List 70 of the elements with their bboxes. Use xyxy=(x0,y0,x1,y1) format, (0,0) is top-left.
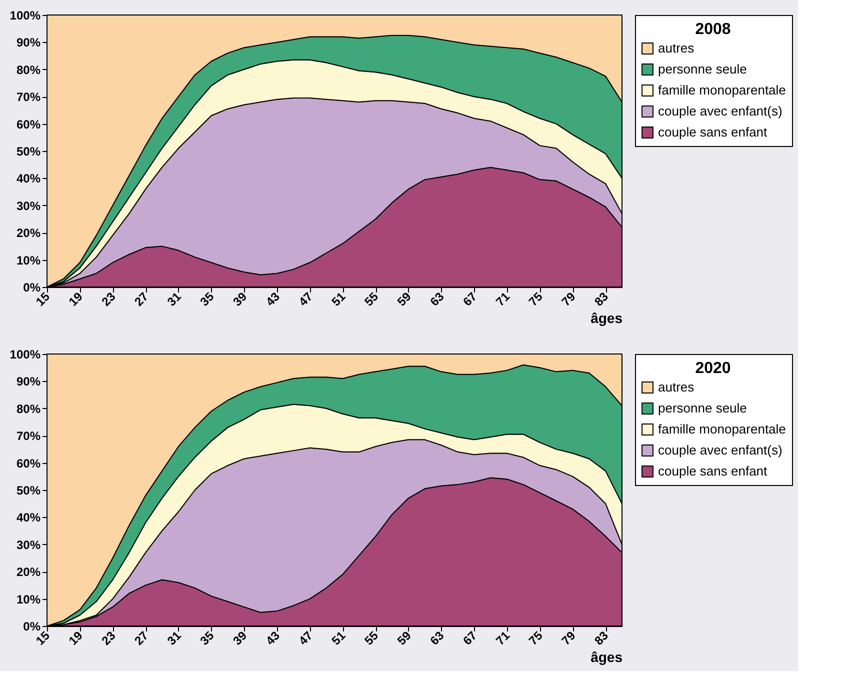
x-tick-label: 75 xyxy=(526,289,546,309)
legend-title: 2008 xyxy=(695,21,731,38)
x-tick-label: 59 xyxy=(394,289,414,309)
y-tick-label: 10% xyxy=(16,253,41,268)
x-tick-label: 39 xyxy=(230,289,250,309)
legend-label: autres xyxy=(658,40,695,56)
x-tick-label: 55 xyxy=(362,628,382,648)
x-tick-label: 31 xyxy=(164,289,184,309)
legend-label: personne seule xyxy=(658,400,747,416)
x-tick-label: 83 xyxy=(592,628,612,648)
x-tick-label: 31 xyxy=(164,628,184,648)
y-tick-label: 40% xyxy=(16,510,41,525)
x-tick-label: 51 xyxy=(328,289,348,309)
x-tick-label: 35 xyxy=(197,289,217,309)
x-tick-label: 63 xyxy=(427,628,447,648)
x-tick-label: 39 xyxy=(230,628,250,648)
y-tick-label: 50% xyxy=(16,484,41,498)
y-tick-label: 40% xyxy=(16,172,41,186)
x-tick-label: 71 xyxy=(493,289,513,309)
x-axis-title: âges xyxy=(590,310,623,326)
x-tick-label: 67 xyxy=(460,628,480,648)
x-tick-label: 19 xyxy=(66,628,86,648)
x-tick-label: 79 xyxy=(558,289,578,309)
x-tick-label: 27 xyxy=(132,289,152,309)
y-tick-label: 90% xyxy=(16,374,41,389)
x-tick-label: 55 xyxy=(362,289,382,309)
y-tick-label: 20% xyxy=(16,565,41,580)
x-axis-title: âges xyxy=(590,649,623,666)
x-tick-label: 27 xyxy=(132,628,152,648)
legend-label: autres xyxy=(658,380,695,394)
y-tick-label: 70% xyxy=(16,90,41,104)
x-tick-label: 43 xyxy=(263,289,283,309)
legend-title: 2020 xyxy=(695,360,731,377)
x-tick-label: 19 xyxy=(66,289,86,309)
y-tick-label: 30% xyxy=(16,198,41,213)
legend-label: personne seule xyxy=(658,62,747,76)
y-tick-label: 30% xyxy=(16,538,41,552)
x-tick-label: 35 xyxy=(197,628,217,648)
legend-label: couple sans enfant xyxy=(658,464,768,478)
y-tick-label: 100% xyxy=(10,348,41,362)
y-tick-label: 90% xyxy=(16,36,41,50)
y-tick-label: 20% xyxy=(16,226,41,240)
y-tick-label: 80% xyxy=(16,402,41,416)
y-tick-label: 0% xyxy=(23,280,41,294)
x-tick-label: 71 xyxy=(493,628,513,648)
y-tick-label: 60% xyxy=(16,456,41,470)
y-tick-label: 0% xyxy=(23,620,41,634)
x-tick-label: 59 xyxy=(394,628,414,648)
legend-label: couple sans enfant xyxy=(658,124,768,140)
x-tick-label: 51 xyxy=(328,628,348,648)
y-tick-label: 70% xyxy=(16,429,41,444)
legend-label: couple avec enfant(s) xyxy=(658,104,782,118)
x-tick-label: 79 xyxy=(558,628,578,648)
x-tick-label: 75 xyxy=(526,628,546,648)
x-tick-label: 23 xyxy=(98,628,118,648)
legend-label: famille monoparentale xyxy=(658,82,786,98)
y-tick-label: 100% xyxy=(10,8,41,22)
legend-label: couple avec enfant(s) xyxy=(658,442,782,458)
y-tick-label: 50% xyxy=(16,144,41,158)
x-tick-label: 63 xyxy=(427,289,447,309)
x-tick-label: 47 xyxy=(296,289,316,309)
y-tick-label: 60% xyxy=(16,117,41,132)
y-tick-label: 10% xyxy=(16,592,41,606)
y-tick-label: 80% xyxy=(16,62,41,77)
x-tick-label: 47 xyxy=(296,628,316,648)
x-tick-label: 67 xyxy=(460,289,480,309)
x-tick-label: 83 xyxy=(592,289,612,309)
legend-label: famille monoparentale xyxy=(658,422,786,436)
x-tick-label: 43 xyxy=(263,628,283,648)
x-tick-label: 23 xyxy=(98,289,118,309)
